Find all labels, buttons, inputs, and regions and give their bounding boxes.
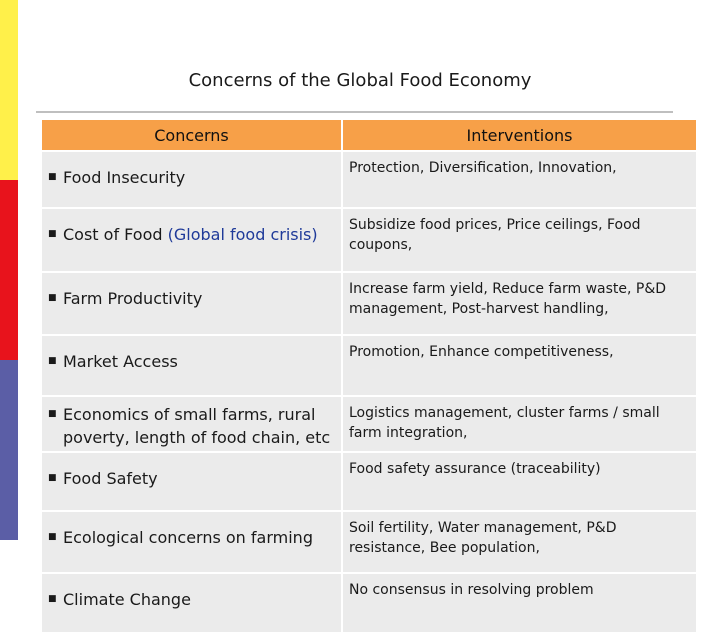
concerns-table: Concerns Interventions ■ Food Insecurity … [42, 120, 696, 632]
square-bullet-icon: ■ [48, 409, 57, 419]
concern-cell: ■ Food Safety [42, 451, 343, 511]
concern-cell: ■ Food Insecurity [42, 150, 343, 208]
intervention-cell: Subsidize food prices, Price ceilings, F… [342, 207, 696, 272]
concern-cell: ■ Economics of small farms, rural poverty… [42, 395, 343, 452]
intervention-cell: Increase farm yield, Reduce farm waste, … [342, 271, 696, 335]
square-bullet-icon: ■ [48, 532, 57, 542]
intervention-cell: No consensus in resolving problem [342, 572, 696, 632]
concern-text: Food Safety [63, 469, 158, 488]
concern-cell: ■ Cost of Food (Global food crisis) [42, 207, 343, 272]
intervention-cell: Soil fertility, Water management, P&D re… [342, 510, 696, 573]
table-row: ■ Climate Change No consensus in resolvin… [42, 572, 696, 632]
accent-stripe-blue [0, 360, 18, 540]
header-concerns: Concerns [42, 120, 343, 151]
accent-stripe-red [0, 180, 18, 360]
concern-cell: ■ Climate Change [42, 572, 343, 632]
table-row: ■ Market Access Promotion, Enhance compet… [42, 334, 696, 396]
concern-cell: ■ Ecological concerns on farming [42, 510, 343, 573]
table-row: ■ Economics of small farms, rural poverty… [42, 395, 696, 452]
concern-text: Climate Change [63, 590, 191, 609]
slide-title: Concerns of the Global Food Economy [188, 70, 532, 91]
table-header-row: Concerns Interventions [42, 120, 696, 151]
concern-note: (Global food crisis) [167, 225, 318, 244]
accent-stripe-yellow [0, 0, 18, 180]
table-row: ■ Ecological concerns on farming Soil fer… [42, 510, 696, 573]
table-row: ■ Food Safety Food safety assurance (trac… [42, 451, 696, 511]
header-interventions: Interventions [342, 120, 696, 151]
table-row: ■ Farm Productivity Increase farm yield, … [42, 271, 696, 335]
square-bullet-icon: ■ [48, 473, 57, 483]
concern-text: Food Insecurity [63, 168, 186, 187]
concern-text: Ecological concerns on farming [63, 528, 313, 547]
title-divider [36, 111, 673, 113]
table-row: ■ Food Insecurity Protection, Diversifica… [42, 150, 696, 208]
square-bullet-icon: ■ [48, 293, 57, 303]
square-bullet-icon: ■ [48, 172, 57, 182]
table-row: ■ Cost of Food (Global food crisis) Subsi… [42, 207, 696, 272]
square-bullet-icon: ■ [48, 356, 57, 366]
intervention-cell: Protection, Diversification, Innovation, [342, 150, 696, 208]
concern-cell: ■ Farm Productivity [42, 271, 343, 335]
concern-text: Cost of Food [63, 225, 168, 244]
intervention-cell: Promotion, Enhance competitiveness, [342, 334, 696, 396]
concern-text: Economics of small farms, rural poverty,… [63, 405, 331, 447]
concern-cell: ■ Market Access [42, 334, 343, 396]
concern-text: Farm Productivity [63, 289, 203, 308]
intervention-cell: Logistics management, cluster farms / sm… [342, 395, 696, 452]
intervention-cell: Food safety assurance (traceability) [342, 451, 696, 511]
concern-text: Market Access [63, 352, 178, 371]
square-bullet-icon: ■ [48, 594, 57, 604]
square-bullet-icon: ■ [48, 229, 57, 239]
